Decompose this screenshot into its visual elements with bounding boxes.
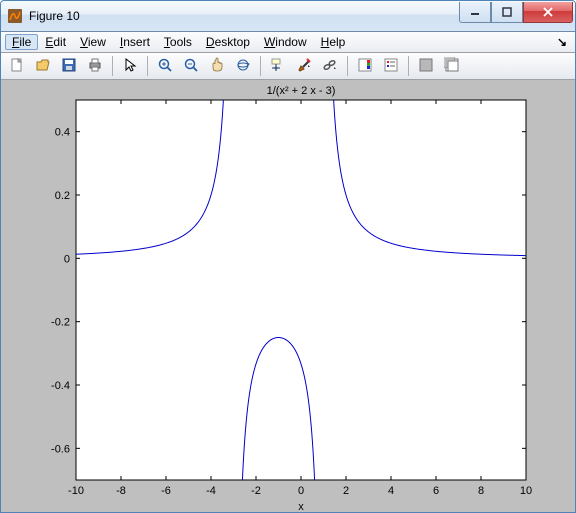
hideplot-button[interactable] — [414, 54, 438, 78]
new-icon — [9, 57, 25, 76]
minimize-button[interactable] — [459, 2, 491, 23]
maximize-button[interactable] — [491, 2, 523, 23]
open-button[interactable] — [31, 54, 55, 78]
showplot-button[interactable] — [440, 54, 464, 78]
menu-file[interactable]: File — [5, 34, 38, 50]
zoom-in-icon — [157, 57, 173, 76]
svg-text:8: 8 — [478, 485, 484, 497]
svg-text:-0.2: -0.2 — [51, 317, 70, 329]
svg-text:4: 4 — [388, 485, 394, 497]
print-button[interactable] — [83, 54, 107, 78]
menu-tools[interactable]: Tools — [157, 34, 199, 50]
menu-view[interactable]: View — [73, 34, 113, 50]
toolbar-separator — [408, 56, 409, 76]
toolbar-separator — [260, 56, 261, 76]
svg-text:2: 2 — [343, 485, 349, 497]
menu-edit[interactable]: Edit — [38, 34, 73, 50]
rotate3d-icon — [235, 57, 251, 76]
link-icon — [322, 57, 338, 76]
print-icon — [87, 57, 103, 76]
svg-text:10: 10 — [520, 485, 532, 497]
menu-window[interactable]: Window — [257, 34, 314, 50]
legend-icon — [383, 57, 399, 76]
figure-area: -10 -8 -6 -4 -2 0 2 4 6 8 10 -0.6 -0.4 -0.2 0 0.2 0.4 1/(… — [1, 80, 575, 512]
svg-text:-0.4: -0.4 — [51, 380, 70, 392]
datacursor-icon — [270, 57, 286, 76]
open-icon — [35, 57, 51, 76]
svg-text:1/(x² + 2 x - 3): 1/(x² + 2 x - 3) — [267, 85, 336, 97]
svg-text:0.2: 0.2 — [55, 190, 70, 202]
toolbar — [1, 53, 575, 80]
titlebar[interactable]: Figure 10 — [1, 1, 575, 32]
app-icon — [7, 8, 23, 24]
pan-button[interactable] — [205, 54, 229, 78]
menu-desktop[interactable]: Desktop — [199, 34, 257, 50]
svg-text:-10: -10 — [68, 485, 84, 497]
close-button[interactable] — [523, 2, 573, 23]
svg-text:-2: -2 — [251, 485, 261, 497]
pointer-icon — [122, 57, 138, 76]
window-title: Figure 10 — [29, 9, 459, 23]
svg-text:0.4: 0.4 — [55, 127, 70, 139]
svg-text:-0.6: -0.6 — [51, 443, 70, 455]
menu-dock-icon[interactable]: ↘ — [553, 35, 571, 49]
svg-text:6: 6 — [433, 485, 439, 497]
plot-canvas[interactable]: -10 -8 -6 -4 -2 0 2 4 6 8 10 -0.6 -0.4 -0.2 0 0.2 0.4 1/(… — [1, 80, 575, 513]
hideplot-icon — [418, 57, 434, 76]
colorbar-button[interactable] — [353, 54, 377, 78]
svg-text:0: 0 — [64, 253, 70, 265]
menu-help[interactable]: Help — [314, 34, 353, 50]
brush-icon — [296, 57, 312, 76]
svg-text:-4: -4 — [206, 485, 216, 497]
zoom-in-button[interactable] — [153, 54, 177, 78]
link-button[interactable] — [318, 54, 342, 78]
datacursor-button[interactable] — [266, 54, 290, 78]
menu-insert[interactable]: Insert — [113, 34, 157, 50]
toolbar-separator — [112, 56, 113, 76]
zoom-out-button[interactable] — [179, 54, 203, 78]
save-button[interactable] — [57, 54, 81, 78]
save-icon — [61, 57, 77, 76]
svg-text:0: 0 — [298, 485, 304, 497]
pointer-button[interactable] — [118, 54, 142, 78]
colorbar-icon — [357, 57, 373, 76]
zoom-out-icon — [183, 57, 199, 76]
menubar: FileEditViewInsertToolsDesktopWindowHelp… — [1, 32, 575, 53]
window-buttons — [459, 2, 573, 22]
pan-icon — [209, 57, 225, 76]
brush-button[interactable] — [292, 54, 316, 78]
svg-text:-8: -8 — [116, 485, 126, 497]
toolbar-separator — [147, 56, 148, 76]
new-button[interactable] — [5, 54, 29, 78]
rotate3d-button[interactable] — [231, 54, 255, 78]
legend-button[interactable] — [379, 54, 403, 78]
figure-window: Figure 10 FileEditViewInsertToolsDesktop… — [0, 0, 576, 513]
svg-text:x: x — [298, 501, 304, 513]
showplot-icon — [444, 57, 460, 76]
toolbar-separator — [347, 56, 348, 76]
svg-text:-6: -6 — [161, 485, 171, 497]
